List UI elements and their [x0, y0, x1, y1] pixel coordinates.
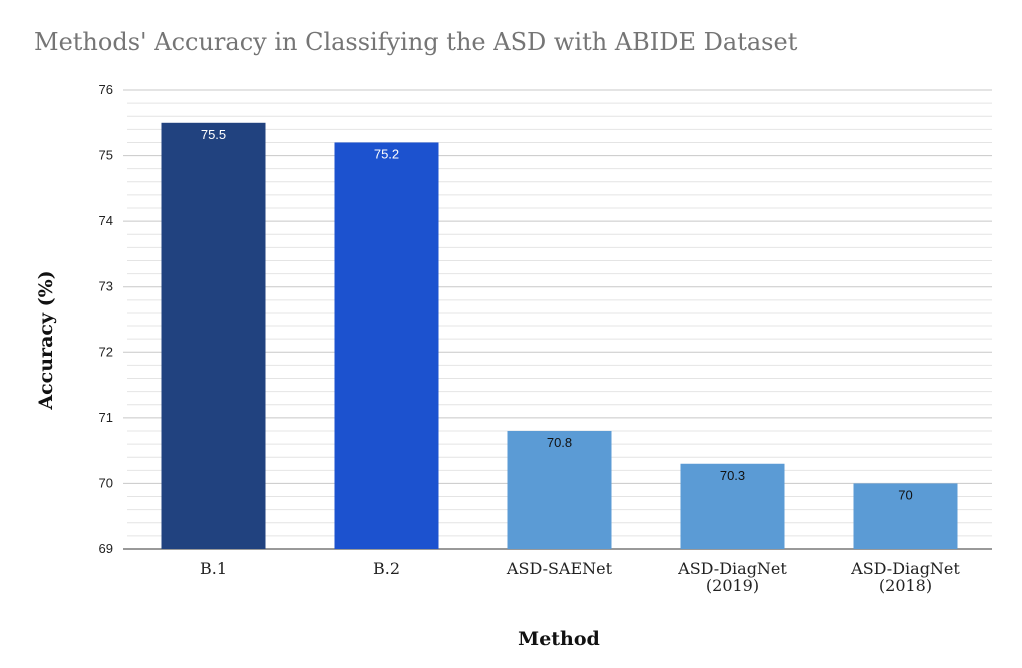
chart-title: Methods' Accuracy in Classifying the ASD…: [34, 28, 798, 56]
bar: [161, 122, 266, 550]
y-tick-label: 72: [99, 344, 113, 359]
y-axis-title: Accuracy (%): [35, 270, 57, 410]
bar: [507, 430, 612, 549]
x-axis-title: Method: [518, 628, 600, 650]
x-tick-label: B.2: [373, 559, 400, 578]
x-tick-label: ASD-DiagNet (2019): [677, 559, 787, 595]
y-tick-label: 70: [99, 475, 113, 490]
bar-value-label: 75.5: [201, 127, 226, 142]
x-tick-label: ASD-DiagNet (2018): [850, 559, 960, 595]
bar: [680, 463, 785, 549]
bar: [853, 483, 958, 549]
gridlines: [123, 89, 992, 550]
y-tick-label: 76: [99, 82, 113, 97]
bar-value-label: 70: [898, 487, 912, 502]
y-tick-label: 74: [99, 213, 113, 228]
y-tick-label: 73: [99, 279, 113, 294]
x-axis-categories: B.1 B.2 ASD-SAENet ASD-DiagNet (2019) ASD-Dia…: [200, 559, 960, 595]
data-labels: 75.5 75.2 70.8 70.3 70: [201, 127, 913, 503]
y-tick-label: 75: [99, 148, 113, 163]
bar: [334, 142, 439, 549]
y-axis-ticks: 69 70 71 72 73 74 75 76: [99, 82, 113, 556]
bars: [161, 122, 958, 550]
bar-value-label: 70.8: [547, 435, 572, 450]
bar-value-label: 75.2: [374, 146, 399, 161]
y-tick-label: 69: [99, 541, 113, 556]
x-tick-label: B.1: [200, 559, 227, 578]
x-tick-label: ASD-SAENet: [506, 559, 613, 578]
bar-value-label: 70.3: [720, 468, 745, 483]
y-tick-label: 71: [99, 410, 113, 425]
